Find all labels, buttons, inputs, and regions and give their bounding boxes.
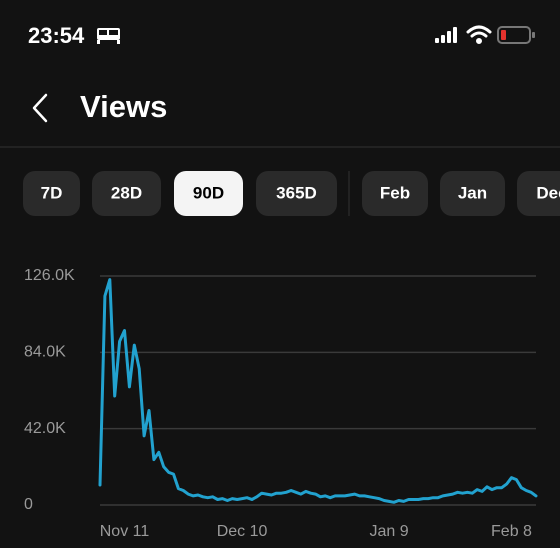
tab-label[interactable]: 7D	[41, 183, 63, 202]
y-tick-label: 42.0K	[24, 420, 66, 437]
tab[interactable]: 7D	[23, 171, 80, 216]
tab-label[interactable]: Jan	[458, 183, 487, 202]
tab-bar: 7D 28D 90D 365D Feb Jan Dec	[23, 171, 560, 216]
tab-label[interactable]: Dec	[536, 183, 560, 202]
tab-background[interactable]	[23, 171, 80, 216]
battery-icon	[497, 26, 535, 44]
tab-background[interactable]	[174, 171, 243, 216]
tab-background[interactable]	[440, 171, 505, 216]
status-time: 23:54	[28, 23, 85, 48]
tab-label[interactable]: 365D	[276, 183, 317, 202]
page-title: Views	[80, 89, 167, 124]
tab-background[interactable]	[517, 171, 560, 216]
signal-icon	[435, 27, 457, 43]
y-tick-label: 84.0K	[24, 344, 66, 361]
tab-background[interactable]	[362, 171, 428, 216]
x-tick-label: Nov 11	[100, 523, 150, 540]
x-tick-label: Jan 9	[369, 523, 408, 540]
tab-label[interactable]: 90D	[193, 183, 224, 202]
back-button[interactable]	[32, 93, 48, 123]
wifi-icon	[466, 25, 492, 44]
views-line	[98, 278, 538, 504]
tab-label[interactable]: Feb	[380, 183, 410, 202]
tab-background[interactable]	[256, 171, 337, 216]
y-tick-label: 126.0K	[24, 267, 75, 284]
y-tick-label: 0	[24, 496, 33, 513]
tab[interactable]: Jan	[440, 171, 505, 216]
chart: 0 42.0K 84.0K 126.0K Nov 11 Dec 10 Jan 9 Feb 8	[24, 267, 538, 540]
bed-icon	[97, 28, 120, 44]
tab[interactable]: 90D	[174, 171, 243, 216]
tab-label[interactable]: 28D	[111, 183, 142, 202]
tab[interactable]: 365D	[256, 171, 337, 216]
tab[interactable]: 28D	[92, 171, 161, 216]
x-tick-label: Dec 10	[217, 523, 268, 540]
tab[interactable]: Dec	[517, 171, 560, 216]
tab[interactable]: Feb	[362, 171, 428, 216]
x-tick-label: Feb 8	[491, 523, 532, 540]
tab-background[interactable]	[92, 171, 161, 216]
